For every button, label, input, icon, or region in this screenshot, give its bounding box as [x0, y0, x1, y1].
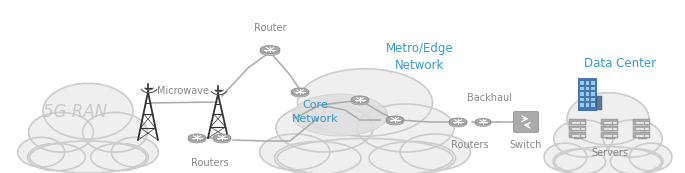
Ellipse shape [297, 69, 432, 136]
FancyBboxPatch shape [592, 81, 595, 85]
Ellipse shape [260, 48, 280, 56]
Text: Metro/Edge
Network: Metro/Edge Network [386, 42, 453, 72]
Ellipse shape [43, 83, 133, 139]
Ellipse shape [83, 112, 147, 152]
Ellipse shape [275, 142, 361, 173]
Ellipse shape [386, 118, 404, 125]
FancyBboxPatch shape [595, 96, 602, 110]
FancyBboxPatch shape [586, 92, 590, 96]
Ellipse shape [351, 96, 369, 103]
Text: Core
Network: Core Network [292, 100, 338, 124]
Ellipse shape [213, 134, 231, 141]
Ellipse shape [475, 120, 491, 126]
FancyBboxPatch shape [580, 86, 584, 90]
Ellipse shape [90, 143, 148, 171]
FancyBboxPatch shape [592, 86, 595, 90]
Ellipse shape [475, 118, 491, 125]
Ellipse shape [260, 45, 280, 53]
Ellipse shape [277, 139, 453, 173]
Ellipse shape [449, 120, 467, 127]
Ellipse shape [630, 143, 672, 171]
FancyBboxPatch shape [580, 92, 584, 96]
FancyBboxPatch shape [580, 103, 584, 107]
Ellipse shape [553, 149, 606, 173]
Ellipse shape [449, 118, 467, 125]
Ellipse shape [567, 93, 649, 145]
Ellipse shape [291, 88, 309, 95]
Ellipse shape [369, 142, 456, 173]
Ellipse shape [112, 137, 158, 167]
FancyBboxPatch shape [586, 103, 590, 107]
Text: Data Center: Data Center [584, 57, 656, 70]
Ellipse shape [213, 136, 231, 143]
Ellipse shape [351, 98, 369, 105]
Ellipse shape [18, 137, 64, 167]
Text: Routers: Routers [191, 158, 229, 168]
FancyBboxPatch shape [634, 132, 651, 138]
Text: Switch: Switch [510, 140, 543, 150]
FancyBboxPatch shape [634, 119, 651, 125]
Ellipse shape [555, 147, 661, 173]
FancyBboxPatch shape [586, 98, 590, 101]
FancyBboxPatch shape [592, 103, 595, 107]
Ellipse shape [544, 143, 586, 171]
FancyBboxPatch shape [601, 126, 619, 131]
FancyBboxPatch shape [592, 92, 595, 96]
FancyBboxPatch shape [578, 78, 596, 110]
Ellipse shape [276, 104, 373, 152]
Text: Microwave: Microwave [157, 86, 209, 96]
FancyBboxPatch shape [592, 98, 595, 101]
FancyBboxPatch shape [586, 81, 590, 85]
Ellipse shape [27, 143, 86, 171]
Text: Routers: Routers [451, 140, 489, 150]
FancyBboxPatch shape [580, 98, 584, 101]
Ellipse shape [260, 134, 330, 170]
Ellipse shape [291, 90, 309, 97]
FancyBboxPatch shape [634, 126, 651, 131]
FancyBboxPatch shape [514, 112, 538, 133]
Text: Router: Router [253, 23, 286, 33]
FancyBboxPatch shape [601, 132, 619, 138]
Ellipse shape [29, 112, 93, 152]
Ellipse shape [554, 120, 613, 157]
FancyBboxPatch shape [580, 81, 584, 85]
Ellipse shape [400, 134, 471, 170]
Text: 5G RAN: 5G RAN [43, 103, 107, 121]
Ellipse shape [188, 136, 206, 143]
FancyBboxPatch shape [569, 119, 586, 125]
Ellipse shape [386, 116, 404, 123]
Ellipse shape [357, 104, 454, 152]
Ellipse shape [610, 149, 663, 173]
Text: Backhaul: Backhaul [467, 93, 512, 103]
Ellipse shape [188, 134, 206, 141]
FancyBboxPatch shape [586, 86, 590, 90]
Text: Servers: Servers [592, 148, 629, 158]
FancyBboxPatch shape [569, 132, 586, 138]
Ellipse shape [29, 141, 147, 173]
Ellipse shape [603, 120, 662, 157]
FancyBboxPatch shape [569, 126, 586, 131]
Ellipse shape [292, 94, 388, 136]
FancyBboxPatch shape [601, 119, 619, 125]
